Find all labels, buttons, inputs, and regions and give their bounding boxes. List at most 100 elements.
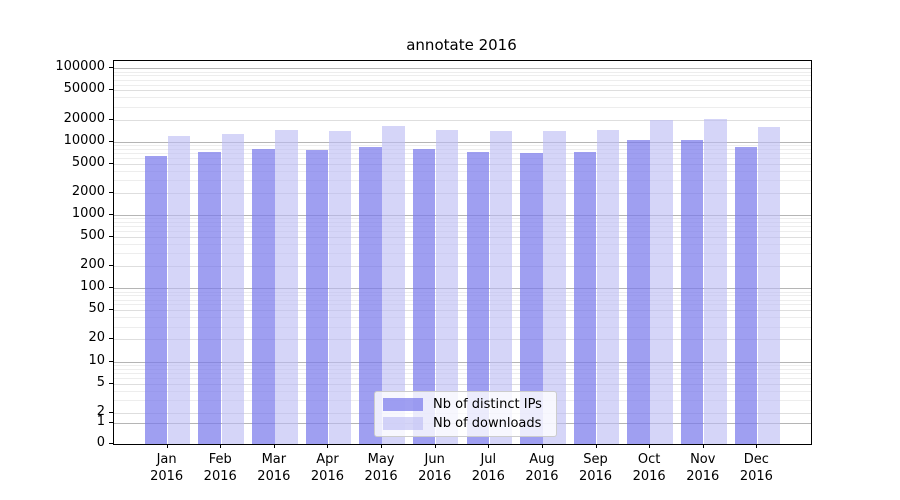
minor-gridline: [114, 291, 811, 293]
y-tick: [109, 287, 113, 289]
x-tick-year: 2016: [578, 469, 613, 484]
bar-downloads-dec: [757, 127, 781, 444]
x-tick-label: May 2016: [349, 451, 413, 485]
plot-area: Nb of distinct IPs Nb of downloads: [113, 60, 812, 445]
y-tick: [109, 213, 113, 215]
x-tick-month: Oct: [637, 452, 661, 467]
y-tick: [109, 67, 113, 69]
major-gridline: [114, 68, 811, 70]
y-tick: [109, 443, 113, 444]
y-tick-label: 10: [88, 352, 105, 368]
minor-gridline: [114, 326, 811, 328]
x-tick: [381, 444, 383, 448]
y-tick: [109, 89, 113, 91]
minor-gridline: [114, 372, 811, 374]
x-tick: [327, 444, 329, 448]
y-tick: [109, 118, 113, 120]
y-tick: [109, 360, 113, 362]
legend-swatch-distinct-ips: [383, 398, 423, 411]
bar-downloads-oct: [650, 120, 673, 444]
bar-downloads-jun: [435, 129, 459, 444]
bar-distinct-ips-may: [359, 146, 382, 444]
minor-gridline: [114, 310, 811, 312]
x-tick: [595, 444, 597, 448]
minor-gridline: [114, 179, 811, 181]
bar-distinct-ips-dec: [734, 147, 758, 444]
minor-gridline: [114, 144, 811, 146]
y-tick: [109, 235, 113, 237]
x-tick-label: Jun 2016: [403, 451, 467, 485]
x-tick-label: Oct 2016: [617, 451, 681, 485]
y-tick-label: 1000: [71, 205, 105, 221]
bar-downloads-jan: [167, 136, 191, 444]
y-tick-label: 20000: [63, 110, 105, 126]
x-tick: [220, 444, 222, 448]
x-tick-label: Feb 2016: [188, 451, 252, 485]
x-tick-month: Dec: [743, 452, 769, 467]
x-tick-year: 2016: [203, 469, 237, 484]
minor-gridline: [114, 377, 811, 379]
y-tick: [109, 421, 113, 423]
x-tick-label: Nov 2016: [671, 451, 735, 485]
bar-downloads-aug: [543, 130, 566, 444]
chart-title: annotate 2016: [406, 36, 517, 54]
x-tick-year: 2016: [632, 469, 666, 484]
x-tick-label: Jan 2016: [135, 451, 199, 485]
minor-gridline: [114, 157, 811, 159]
bar-downloads-may: [382, 126, 405, 444]
y-tick-label: 200: [80, 257, 105, 273]
y-tick: [109, 191, 113, 193]
x-tick-month: Aug: [529, 452, 555, 467]
bar-downloads-jul: [489, 130, 513, 444]
bar-distinct-ips-jul: [466, 152, 489, 444]
x-tick-year: 2016: [471, 469, 505, 484]
x-tick-month: Mar: [261, 452, 287, 467]
y-tick: [109, 382, 113, 384]
x-tick: [649, 444, 651, 448]
major-gridline: [114, 214, 811, 216]
x-tick-label: Mar 2016: [242, 451, 306, 485]
minor-gridline: [114, 253, 811, 255]
minor-gridline: [114, 192, 811, 194]
minor-gridline: [114, 295, 811, 297]
y-tick: [109, 140, 113, 142]
minor-gridline: [114, 299, 811, 301]
minor-gridline: [114, 119, 811, 121]
minor-gridline: [114, 106, 811, 108]
legend-item-downloads: Nb of downloads: [383, 416, 546, 431]
minor-gridline: [114, 152, 811, 154]
bar-distinct-ips-mar: [252, 148, 275, 444]
minor-gridline: [114, 170, 811, 172]
minor-gridline: [114, 71, 811, 73]
minor-gridline: [114, 148, 811, 150]
bar-distinct-ips-apr: [305, 149, 329, 444]
x-tick-month: Jun: [424, 452, 445, 467]
major-gridline: [114, 361, 811, 363]
y-tick: [109, 162, 113, 164]
y-tick-label: 1: [96, 413, 105, 429]
major-gridline: [114, 288, 811, 290]
bar-downloads-sep: [596, 130, 620, 444]
y-tick-label: 100000: [55, 59, 105, 75]
bar-distinct-ips-sep: [573, 151, 597, 444]
y-tick-label: 2: [96, 403, 105, 419]
minor-gridline: [114, 266, 811, 268]
x-tick-year: 2016: [310, 469, 344, 484]
bar-downloads-feb: [221, 133, 245, 444]
minor-gridline: [114, 226, 811, 228]
minor-gridline: [114, 304, 811, 306]
bar-downloads-nov: [704, 118, 727, 444]
legend-label-downloads: Nb of downloads: [433, 416, 542, 431]
minor-gridline: [114, 231, 811, 233]
y-tick-label: 50: [88, 301, 105, 317]
x-tick-month: May: [367, 452, 395, 467]
x-tick: [434, 444, 436, 448]
bar-distinct-ips-jan: [144, 156, 168, 444]
y-tick-label: 500: [80, 227, 105, 243]
y-tick-label: 5: [96, 374, 105, 390]
minor-gridline: [114, 368, 811, 370]
y-tick: [109, 411, 113, 413]
x-tick: [166, 444, 168, 448]
minor-gridline: [114, 236, 811, 238]
